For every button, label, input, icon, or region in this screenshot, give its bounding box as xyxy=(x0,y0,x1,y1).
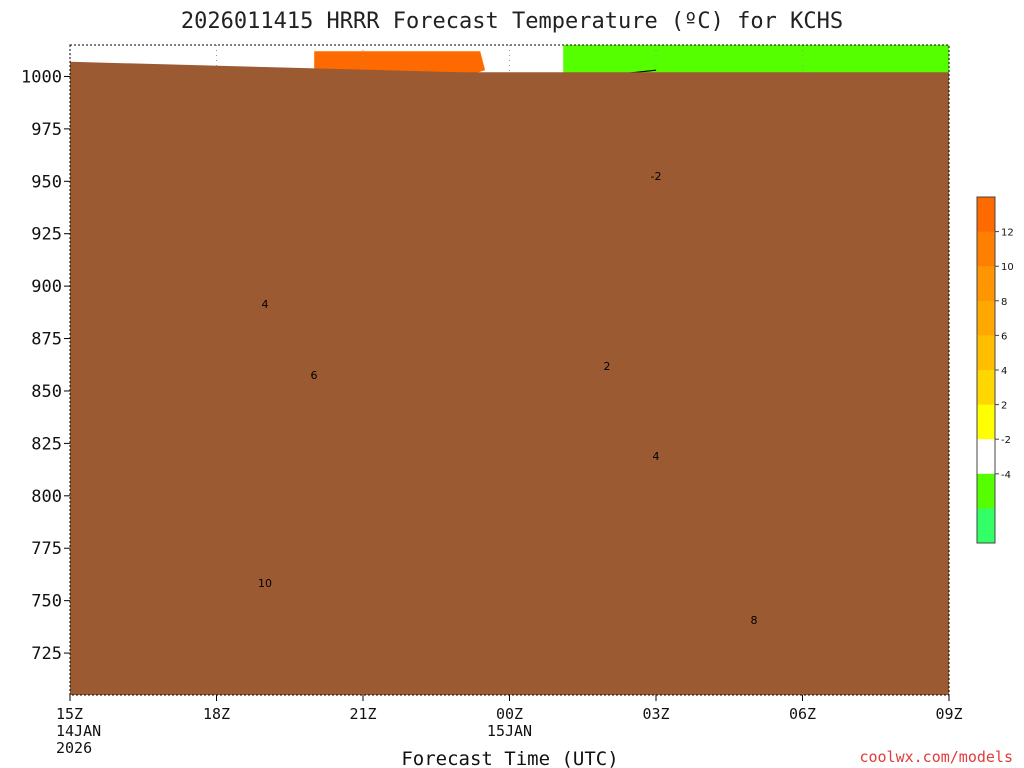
y-tick-label: 775 xyxy=(31,539,62,559)
y-tick-label: 725 xyxy=(31,644,62,664)
contour-label: 4 xyxy=(262,298,269,311)
chart-title: 2026011415 HRRR Forecast Temperature (ºC… xyxy=(181,9,843,34)
y-tick-label: 950 xyxy=(31,172,62,192)
contour-label: 2 xyxy=(604,360,611,373)
y-tick-label: 900 xyxy=(31,277,62,297)
y-tick-label: 1000 xyxy=(21,67,62,87)
x-tick-label: 18Z xyxy=(203,705,230,723)
y-tick-label: 825 xyxy=(31,434,62,454)
colorbar-swatch xyxy=(977,370,995,406)
colorbar: 12 10 8 6 4 2 -2 -4 xyxy=(976,196,1014,544)
colorbar-swatch xyxy=(977,266,995,302)
contour-label: 6 xyxy=(311,369,318,382)
colorbar-swatch xyxy=(977,231,995,267)
y-tick-label: 750 xyxy=(31,592,62,612)
x-tick-label: 00Z xyxy=(496,705,523,723)
colorbar-swatch xyxy=(977,404,995,440)
x-tick-label: 03Z xyxy=(642,705,669,723)
x-tick-label: 21Z xyxy=(349,705,376,723)
x-tick-label: 09Z xyxy=(935,705,962,723)
colorbar-swatch xyxy=(977,197,995,233)
colorbar-swatch xyxy=(977,335,995,371)
x-tick-sublabel: 15JAN xyxy=(487,722,532,740)
plot-area xyxy=(70,45,949,695)
colorbar-label: 10 xyxy=(1001,262,1014,273)
colorbar-label: 6 xyxy=(1001,331,1007,342)
x-tick-sublabel: 14JAN xyxy=(56,722,101,740)
y-tick-label: 800 xyxy=(31,487,62,507)
y-tick-label: 925 xyxy=(31,225,62,245)
x-tick-label: 15Z xyxy=(56,705,83,723)
colorbar-label: 8 xyxy=(1001,297,1007,308)
colorbar-label: -2 xyxy=(1001,435,1011,446)
ground-surface xyxy=(70,61,949,695)
colorbar-label: 4 xyxy=(1001,366,1007,377)
y-axis: 725 750 775 800 825 850 875 900 925 950 975 1000 xyxy=(21,67,70,664)
contour-label: 4 xyxy=(653,450,660,463)
x-tick-label: 06Z xyxy=(789,705,816,723)
x-axis-label: Forecast Time (UTC) xyxy=(401,748,618,768)
colorbar-swatch xyxy=(977,508,995,544)
colorbar-label: 2 xyxy=(1001,401,1007,412)
colorbar-swatch xyxy=(977,473,995,509)
colorbar-swatch xyxy=(977,439,995,475)
contour-label: -2 xyxy=(651,170,662,183)
y-tick-label: 975 xyxy=(31,120,62,140)
colorbar-label: -4 xyxy=(1001,470,1011,481)
contour-labels: -2 4 6 10 2 4 8 xyxy=(258,170,758,627)
contour-label: 10 xyxy=(258,577,272,590)
colorbar-swatch xyxy=(977,300,995,336)
credit-text: coolwx.com/models xyxy=(859,748,1013,766)
contour-label: 8 xyxy=(751,614,758,627)
y-tick-label: 875 xyxy=(31,330,62,350)
x-tick-sublabel: 2026 xyxy=(56,739,92,757)
colorbar-label: 12 xyxy=(1001,228,1014,239)
y-tick-label: 850 xyxy=(31,382,62,402)
